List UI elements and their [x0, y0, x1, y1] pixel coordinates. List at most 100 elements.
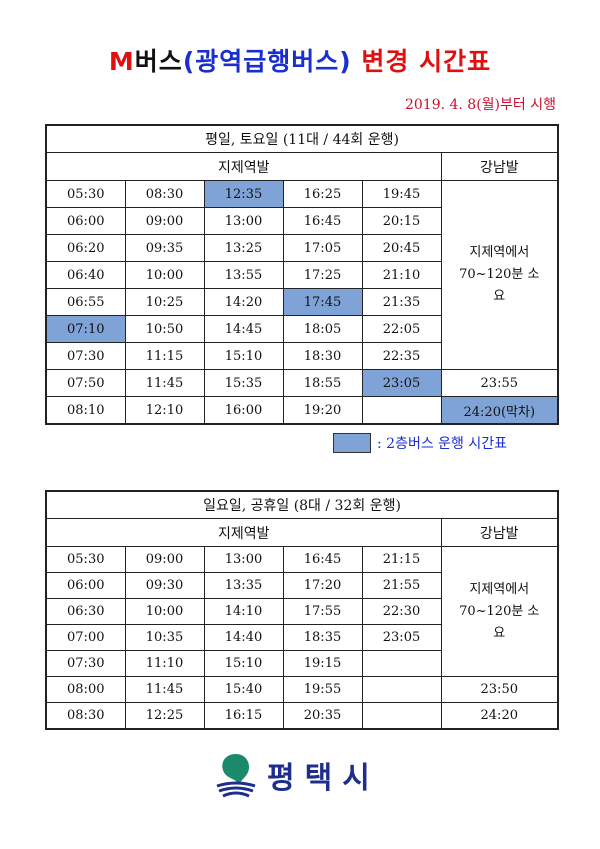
table-row: 08:10 12:10 16:00 19:20 24:20(막차): [45, 396, 559, 425]
table-row: 06:40 10:00 13:55 17:25 21:10: [45, 261, 558, 289]
table-row: 08:00 11:45 15:40 19:55 23:50: [45, 676, 559, 703]
time-cell: 18:05: [282, 315, 363, 343]
time-cell: 06:20: [45, 234, 126, 262]
time-cell: 18:30: [282, 342, 363, 370]
time-cell: 16:15: [203, 702, 284, 730]
time-cell: 06:55: [45, 288, 126, 316]
time-cell: 06:30: [45, 598, 126, 625]
header-jije-departure: 지제역발: [45, 518, 442, 547]
table-title: 일요일, 공휴일 (8대 / 32회 운행): [45, 490, 559, 519]
table-row: 06:00 09:00 13:00 16:45 20:15: [45, 207, 558, 235]
gangnam-time-cell: 23:55: [440, 369, 559, 397]
time-cell: 10:00: [124, 598, 205, 625]
time-cell: 07:30: [45, 650, 126, 677]
time-cell: 12:35: [203, 180, 284, 208]
gangnam-travel-note: 지제역에서 70~120분 소요: [440, 546, 559, 677]
title-paren: (광역급행버스): [182, 47, 352, 76]
table-row: 07:30 11:15 15:10 18:30 22:35: [45, 342, 558, 370]
time-cell: 13:00: [203, 207, 284, 235]
time-cell: 13:55: [203, 261, 284, 289]
time-cell: 09:00: [124, 546, 205, 573]
time-cell: 18:55: [282, 369, 363, 397]
time-cell: 10:00: [124, 261, 205, 289]
time-cell: [361, 396, 442, 425]
time-cell: 19:45: [361, 180, 442, 208]
time-cell: 14:10: [203, 598, 284, 625]
time-cell: 17:55: [282, 598, 363, 625]
time-cell: 07:50: [45, 369, 126, 397]
time-cell: 16:00: [203, 396, 284, 425]
time-cell: 20:45: [361, 234, 442, 262]
time-cell: [361, 650, 442, 677]
time-cell: 13:35: [203, 572, 284, 599]
table-row: 05:30 08:30 12:35 16:25 19:45 지제역에서 70~120분 소…: [45, 180, 559, 370]
time-cell: 08:10: [45, 396, 126, 425]
time-cell: 11:45: [124, 369, 205, 397]
time-cell: 17:25: [282, 261, 363, 289]
table-row: 08:30 12:25 16:15 20:35 24:20: [45, 702, 559, 730]
header-jije-departure: 지제역발: [45, 152, 442, 181]
time-cell: 10:50: [124, 315, 205, 343]
table-row: 05:30 09:00 13:00 16:45 21:15 지제역에서 70~120분 소…: [45, 546, 559, 677]
time-cell: 19:55: [282, 676, 363, 703]
time-cell: 05:30: [45, 546, 126, 573]
table-row: 06:20 09:35 13:25 17:05 20:45: [45, 234, 558, 262]
time-cell: 11:10: [124, 650, 205, 677]
time-cell: 08:30: [45, 702, 126, 730]
time-cell: 07:00: [45, 624, 126, 651]
legend-swatch: [333, 433, 371, 453]
time-cell: 16:45: [282, 546, 363, 573]
time-cell: 12:25: [124, 702, 205, 730]
time-cell: 21:10: [361, 261, 442, 289]
time-cell: 15:10: [203, 650, 284, 677]
time-cell: 13:00: [203, 546, 284, 573]
time-cell: 17:45: [282, 288, 363, 316]
time-cell: 20:15: [361, 207, 442, 235]
time-cell: [361, 676, 442, 703]
time-cell: 10:25: [124, 288, 205, 316]
table-title: 평일, 토요일 (11대 / 44회 운행): [45, 124, 559, 153]
time-cell: 18:35: [282, 624, 363, 651]
gangnam-time-cell: 24:20: [440, 702, 559, 730]
time-cell: 05:30: [45, 180, 126, 208]
time-cell: 13:25: [203, 234, 284, 262]
table-row: 07:00 10:35 14:40 18:35 23:05: [45, 624, 558, 651]
time-cell: 22:05: [361, 315, 442, 343]
title-change: 변경 시간표: [351, 47, 492, 76]
header-gangnam-departure: 강남발: [440, 518, 559, 547]
header-gangnam-departure: 강남발: [440, 152, 559, 181]
table-row: 07:10 10:50 14:45 18:05 22:05: [45, 315, 558, 343]
time-cell: 21:35: [361, 288, 442, 316]
time-cell: 12:10: [124, 396, 205, 425]
time-cell: 11:15: [124, 342, 205, 370]
time-cell: 08:30: [124, 180, 205, 208]
time-cell: 08:00: [45, 676, 126, 703]
time-cell: 16:25: [282, 180, 363, 208]
time-cell: 10:35: [124, 624, 205, 651]
time-cell: 22:30: [361, 598, 442, 625]
time-cell: 06:00: [45, 572, 126, 599]
time-cell: 07:10: [45, 315, 126, 343]
time-cell: [361, 702, 442, 730]
time-cell: 19:20: [282, 396, 363, 425]
page-title: M버스(광역급행버스) 변경 시간표: [0, 42, 600, 78]
weekday-timetable: 평일, 토요일 (11대 / 44회 운행) 지제역발 강남발 05:30 08:30 1…: [45, 124, 560, 425]
time-cell: 15:35: [203, 369, 284, 397]
table-row: 06:55 10:25 14:20 17:45 21:35: [45, 288, 558, 316]
time-cell: 17:20: [282, 572, 363, 599]
time-cell: 07:30: [45, 342, 126, 370]
time-cell: 15:40: [203, 676, 284, 703]
time-cell: 14:40: [203, 624, 284, 651]
time-cell: 09:30: [124, 572, 205, 599]
time-cell: 14:45: [203, 315, 284, 343]
time-cell: 20:35: [282, 702, 363, 730]
time-cell: 15:10: [203, 342, 284, 370]
title-m: M: [108, 47, 135, 76]
logo-text: 평택시: [267, 761, 380, 796]
gangnam-time-cell: 24:20(막차): [440, 396, 559, 425]
time-cell: 19:15: [282, 650, 363, 677]
time-cell: 23:05: [361, 369, 442, 397]
time-cell: 09:35: [124, 234, 205, 262]
time-cell: 23:05: [361, 624, 442, 651]
time-cell: 21:55: [361, 572, 442, 599]
